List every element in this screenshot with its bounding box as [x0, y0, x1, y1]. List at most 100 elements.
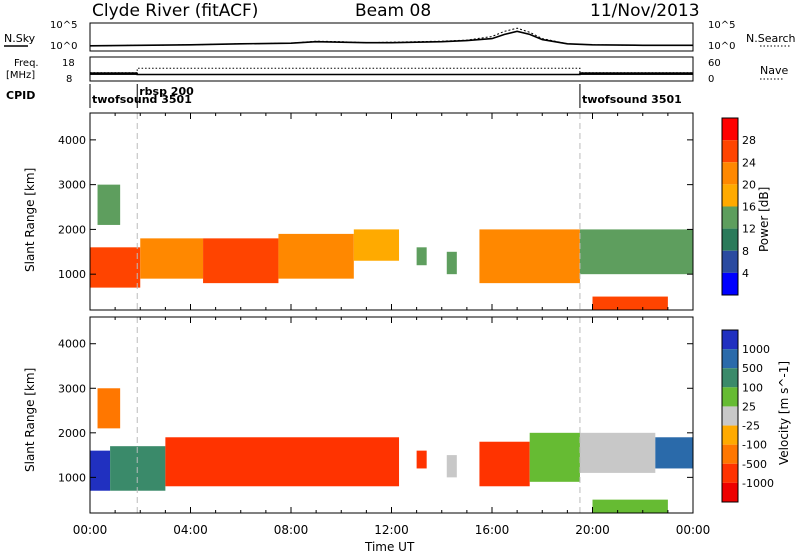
noise-series-line — [89, 27, 693, 47]
noise-series-line — [89, 30, 693, 47]
power-scale-swatch — [722, 206, 738, 229]
velocity-panel-ytick-label: 2000 — [58, 427, 86, 440]
noise-left-tick-top: 10^5 — [50, 20, 77, 31]
velocity-panel: 1000 2000 3000 4000 00:00 04:00 08:00 12:00 16:0… — [58, 316, 711, 537]
station-title: Clyde River (fitACF) — [92, 1, 258, 21]
cpid-label: CPID — [6, 89, 35, 102]
power-panel-region — [353, 229, 400, 261]
time-tick-label: 12:00 — [374, 523, 409, 537]
power-panel: 1000 2000 3000 4000 — [58, 112, 694, 311]
power-scale-tick-label: 28 — [742, 134, 756, 147]
power-scale-tick-label: 16 — [742, 201, 756, 214]
date-title: 11/Nov/2013 — [590, 1, 700, 21]
power-scale-swatch — [722, 118, 738, 141]
time-tick-label: 00:00 — [73, 523, 108, 537]
freq-label-line1: Freq. — [14, 58, 39, 69]
power-scale-label: Power [dB] — [757, 187, 771, 252]
noise-right-tick-top: 10^5 — [708, 20, 735, 31]
power-yaxis-label: Slant Range [km] — [23, 168, 37, 272]
velocity-panel-region — [479, 441, 530, 487]
velocity-scale-swatch — [722, 387, 738, 407]
velocity-scale-tick-label: -500 — [742, 458, 767, 471]
time-tick-label: 08:00 — [274, 523, 309, 537]
velocity-panel-region — [579, 432, 656, 473]
velocity-scale-swatch — [722, 368, 738, 388]
velocity-panel-ytick-label: 3000 — [58, 382, 86, 395]
power-panel-region — [446, 251, 457, 275]
power-scale-frame — [721, 117, 739, 296]
velocity-scale-tick-label: 25 — [742, 400, 756, 413]
power-panel-region — [579, 229, 693, 275]
power-scale-swatch — [722, 250, 738, 273]
nsearch-label: N.Search — [746, 32, 796, 45]
power-panel-region — [90, 247, 141, 288]
cpid-segment-label: twofsound 3501 — [582, 93, 682, 106]
power-panel-region — [97, 184, 121, 225]
freq-lines — [90, 67, 693, 76]
velocity-scale-swatch — [722, 482, 738, 502]
freq-label-line2: [MHz] — [6, 70, 35, 81]
nave-series-line — [90, 67, 693, 74]
power-panel-region — [278, 233, 354, 279]
velocity-scale-tick-label: -1000 — [742, 477, 774, 490]
power-panel-ytick-label: 4000 — [58, 134, 86, 147]
velocity-panel-region — [110, 446, 166, 491]
power-panel-region — [479, 229, 580, 284]
power-scale-tick-label: 20 — [742, 178, 756, 191]
power-panel-region — [140, 238, 204, 279]
velocity-panel-region — [90, 450, 111, 491]
cpid-segment-label: rbsp 200 — [139, 85, 194, 98]
power-scale-tick-label: 8 — [742, 245, 749, 258]
beam-title: Beam 08 — [355, 1, 431, 21]
cpid-segment-label: twofsound 3501 — [92, 93, 192, 106]
time-tick-label: 00:00 — [676, 523, 711, 537]
freq-left-tick-top: 18 — [62, 58, 75, 69]
velocity-colorbar: 1000 500 100 25 -25 -100 -500 -1000 — [721, 329, 774, 503]
power-panel-ytick-label: 1000 — [58, 268, 86, 281]
noise-lines — [89, 27, 693, 47]
velocity-scale-label: Velocity [m s^-1] — [777, 361, 791, 465]
velocity-scale-frame — [721, 329, 739, 503]
noise-right-tick-bottom: 10^0 — [708, 41, 735, 52]
power-scale-swatch — [722, 228, 738, 251]
nave-label: Nave — [760, 64, 788, 77]
power-scale-swatch — [722, 140, 738, 163]
velocity-scale-tick-label: 1000 — [742, 343, 770, 356]
velocity-panel-region — [655, 437, 693, 469]
freq-right-tick-bottom: 0 — [708, 74, 714, 85]
time-tick-label: 20:00 — [575, 523, 610, 537]
velocity-panel-region — [165, 437, 400, 487]
power-panel-ytick-label: 3000 — [58, 179, 86, 192]
power-panel-region — [592, 296, 668, 310]
power-scale-swatch — [722, 184, 738, 207]
velocity-scale-tick-label: -25 — [742, 420, 760, 433]
velocity-scale-swatch — [722, 425, 738, 445]
velocity-scale-tick-label: -100 — [742, 439, 767, 452]
velocity-panel-region — [97, 388, 121, 429]
velocity-panel-region — [416, 450, 427, 469]
power-panel-region — [203, 238, 279, 284]
velocity-scale-tick-label: 100 — [742, 381, 763, 394]
velocity-panel-region — [592, 499, 668, 513]
power-scale-swatch — [722, 272, 738, 295]
noise-panel-frame — [89, 22, 694, 52]
time-tick-label: 04:00 — [173, 523, 208, 537]
power-scale-tick-label: 4 — [742, 267, 749, 280]
velocity-scale-swatch — [722, 330, 738, 350]
velocity-panel-region — [529, 432, 580, 482]
power-panel-frame — [89, 112, 694, 311]
freq-band — [90, 72, 138, 75]
velocity-scale-swatch — [722, 444, 738, 464]
power-colorbar: 28 24 20 16 12 8 4 — [721, 117, 756, 296]
power-panel-region — [416, 247, 427, 266]
nsky-label: N.Sky — [4, 32, 36, 45]
velocity-scale-swatch — [722, 349, 738, 369]
velocity-scale-tick-label: 500 — [742, 362, 763, 375]
velocity-scale-swatch — [722, 406, 738, 426]
time-tick-label: 16:00 — [475, 523, 510, 537]
power-scale-swatch — [722, 162, 738, 185]
velocity-scale-swatch — [722, 463, 738, 483]
power-panel-ytick-label: 2000 — [58, 223, 86, 236]
power-scale-tick-label: 12 — [742, 223, 756, 236]
